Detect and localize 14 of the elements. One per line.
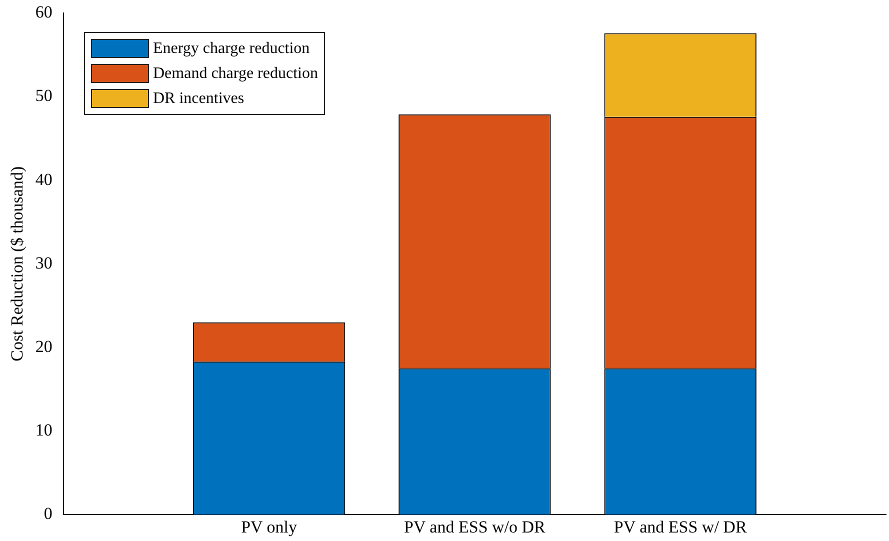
y-tick-label: 0 (44, 504, 52, 524)
legend-label: Energy charge reduction (153, 40, 310, 58)
y-tick-label: 20 (35, 336, 52, 356)
legend-label: DR incentives (153, 90, 244, 108)
y-tick-label: 50 (35, 86, 52, 106)
y-tick-label: 40 (35, 170, 52, 189)
x-tick-label: PV and ESS w/ DR (614, 517, 748, 536)
legend-label: Demand charge reduction (153, 64, 318, 82)
x-tick-label: PV only (241, 517, 298, 536)
y-axis-title: Cost Reduction ($ thousand) (8, 166, 27, 362)
y-tick-label: 10 (35, 420, 52, 440)
y-tick-label: 60 (35, 2, 52, 22)
y-tick-label: 30 (35, 253, 52, 272)
x-tick-label: PV and ESS w/o DR (404, 517, 546, 536)
